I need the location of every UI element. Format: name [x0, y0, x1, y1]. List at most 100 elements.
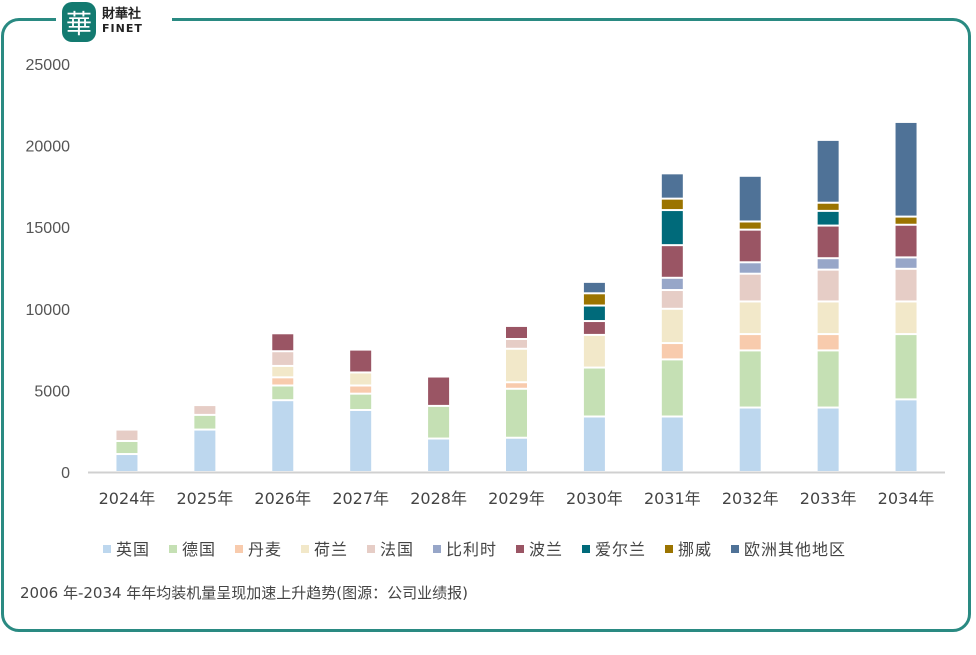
- bar-segment-波兰: [350, 350, 372, 372]
- x-tick-label: 2034年: [878, 489, 935, 508]
- legend-label: 比利时: [446, 540, 497, 559]
- bar-segment-欧洲其他地区: [739, 176, 761, 221]
- legend-label: 丹麦: [248, 540, 282, 559]
- bar-segment-荷兰: [272, 366, 294, 377]
- bar-segment-丹麦: [506, 383, 527, 388]
- bar-segment-德国: [506, 389, 527, 437]
- bar-segment-德国: [739, 351, 761, 407]
- bar-segment-荷兰: [350, 373, 372, 385]
- x-tick-label: 2033年: [800, 489, 857, 508]
- bar-segment-德国: [817, 351, 839, 407]
- bar-segment-英国: [661, 417, 683, 471]
- x-tick-label: 2031年: [644, 489, 701, 508]
- bar-segment-波兰: [583, 322, 605, 334]
- bar-segment-英国: [506, 438, 527, 471]
- legend-swatch: [516, 545, 524, 553]
- legend-swatch: [665, 545, 673, 553]
- x-tick-label: 2029年: [488, 489, 545, 508]
- x-tick-label: 2028年: [410, 489, 467, 508]
- y-tick-label: 0: [61, 465, 70, 482]
- bar-segment-德国: [428, 406, 450, 438]
- legend-swatch: [582, 545, 590, 553]
- bar-segment-法国: [194, 406, 216, 414]
- x-tick-label: 2027年: [332, 489, 389, 508]
- legend-swatch: [731, 545, 739, 553]
- bar-segment-欧洲其他地区: [583, 282, 605, 293]
- bar-segment-德国: [272, 386, 294, 400]
- bar-segment-挪威: [661, 199, 683, 210]
- bar-segment-欧洲其他地区: [817, 140, 839, 202]
- bar-segment-波兰: [817, 226, 839, 258]
- y-tick-label: 20000: [26, 139, 71, 156]
- bar-segment-欧洲其他地区: [895, 122, 917, 216]
- bar-segment-爱尔兰: [817, 211, 839, 225]
- bar-segment-法国: [739, 274, 761, 301]
- bar-segment-爱尔兰: [583, 306, 605, 321]
- bar-segment-英国: [350, 410, 372, 471]
- legend-label: 法国: [380, 540, 414, 559]
- bar-segment-比利时: [661, 278, 683, 290]
- bar-segment-英国: [194, 430, 216, 471]
- bar-segment-荷兰: [506, 349, 527, 382]
- bar-segment-波兰: [895, 225, 917, 257]
- logo-en: FINET: [102, 22, 143, 35]
- finet-logo: 華 財華社 FINET: [56, 0, 172, 44]
- bar-segment-波兰: [428, 377, 450, 405]
- bar-segment-荷兰: [817, 302, 839, 334]
- bar-segment-丹麦: [661, 344, 683, 359]
- legend-swatch: [169, 545, 177, 553]
- bar-segment-丹麦: [272, 378, 294, 385]
- legend-label: 波兰: [529, 540, 563, 559]
- bar-segment-法国: [506, 339, 527, 348]
- legend-swatch: [235, 545, 243, 553]
- bar-segment-比利时: [895, 258, 917, 268]
- bar-segment-荷兰: [895, 302, 917, 334]
- bar-segment-英国: [583, 417, 605, 471]
- legend-swatch: [367, 545, 375, 553]
- bar-segment-波兰: [739, 230, 761, 262]
- legend-label: 荷兰: [314, 540, 348, 559]
- bar-segment-波兰: [661, 246, 683, 277]
- bar-segment-挪威: [895, 217, 917, 224]
- bar-segment-英国: [895, 400, 917, 471]
- legend-label: 挪威: [678, 540, 712, 559]
- bar-segment-挪威: [739, 222, 761, 229]
- bar-segment-波兰: [272, 334, 294, 351]
- legend-label: 欧洲其他地区: [744, 540, 846, 559]
- bar-segment-法国: [116, 430, 138, 440]
- x-tick-label: 2032年: [722, 489, 779, 508]
- bar-segment-丹麦: [817, 335, 839, 350]
- bar-segment-法国: [895, 269, 917, 301]
- bar-segment-荷兰: [583, 335, 605, 367]
- legend-swatch: [301, 545, 309, 553]
- y-tick-label: 10000: [26, 302, 71, 319]
- bar-segment-法国: [272, 352, 294, 365]
- chart-caption: 2006 年-2034 年年均装机量呈现加速上升趋势(图源：公司业绩报): [20, 584, 469, 602]
- y-tick-label: 5000: [34, 383, 70, 400]
- bar-segment-挪威: [817, 203, 839, 210]
- legend-swatch: [433, 545, 441, 553]
- bar-segment-荷兰: [739, 302, 761, 334]
- bar-segment-丹麦: [350, 386, 372, 393]
- legend-label: 德国: [182, 540, 216, 559]
- bar-segment-德国: [116, 441, 138, 454]
- y-tick-label: 15000: [26, 220, 71, 237]
- bar-segment-德国: [661, 360, 683, 416]
- bar-segment-英国: [116, 455, 138, 471]
- bar-segment-英国: [817, 408, 839, 471]
- bar-segment-英国: [428, 439, 450, 471]
- bar-segment-英国: [272, 401, 294, 471]
- bar-segment-波兰: [506, 326, 527, 338]
- bar-segment-德国: [895, 335, 917, 399]
- bar-segment-德国: [583, 368, 605, 416]
- y-tick-label: 25000: [26, 57, 71, 74]
- bar-segment-英国: [739, 408, 761, 471]
- bar-segment-德国: [350, 394, 372, 409]
- x-tick-label: 2024年: [99, 489, 156, 508]
- x-tick-label: 2025年: [176, 489, 233, 508]
- bar-segment-荷兰: [661, 309, 683, 343]
- bar-segment-法国: [661, 291, 683, 308]
- bar-segment-比利时: [739, 263, 761, 273]
- legend-label: 英国: [116, 540, 150, 559]
